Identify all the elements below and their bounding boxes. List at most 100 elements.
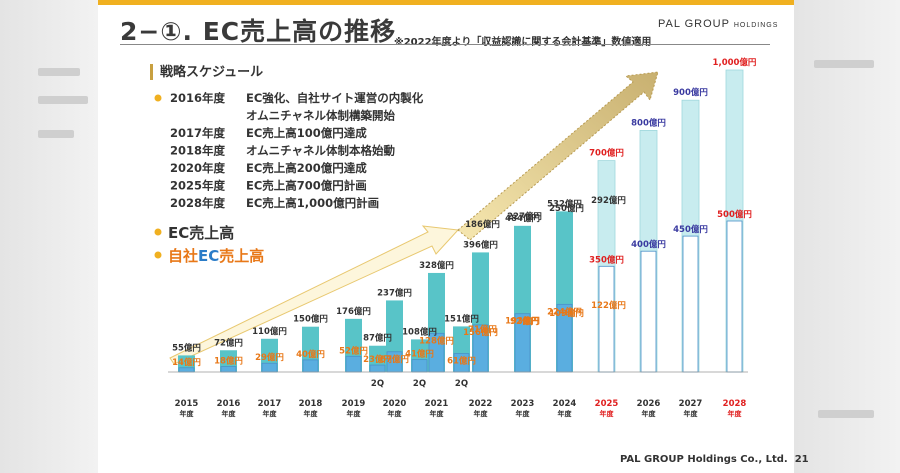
footer-text: PAL GROUP Holdings Co., Ltd.: [620, 454, 788, 465]
x-tick-year: 2027: [679, 399, 703, 409]
ec-sales-value-label: 72億円: [214, 337, 243, 348]
own-ec-value-label: 350億円: [589, 254, 624, 265]
ec-sales-value-label: 700億円: [589, 148, 624, 159]
own-ec-sales-bar: [640, 250, 657, 373]
growth-arrow-short: [169, 225, 460, 365]
secondary-value-label: 186億円: [465, 219, 500, 230]
x-tick-2q: 2Q: [371, 379, 384, 389]
blurred-mark: [38, 68, 80, 76]
legend-ec-total: EC売上高: [168, 224, 234, 242]
schedule-year: 2025年度: [170, 179, 226, 193]
presentation-slide: 2−①. EC売上高の推移 ※2022年度より「収益認識に関する会計基準」数値適…: [98, 0, 809, 473]
own-ec-sales-bar: [726, 220, 743, 373]
x-tick-year: 2018: [299, 399, 323, 409]
ec-sales-value-label: 328億円: [419, 260, 454, 271]
x-tick-year: 2023: [511, 399, 535, 409]
x-tick-sub: 年度: [516, 409, 531, 418]
ec-sales-value-label: 110億円: [252, 326, 287, 337]
secondary-value-label: 92億円: [510, 316, 539, 327]
bullet-icon: [154, 94, 162, 102]
company-logo: PAL GROUP HOLDINGS: [658, 18, 778, 30]
ec-sales-value-label: 900億円: [673, 87, 708, 98]
x-tick-year: 2020: [383, 399, 407, 409]
own-ec-sales-bar: [220, 366, 237, 373]
ec-sales-chart: 55億円 72億円 110億円 150億円 176億円 87億円 237億円 108億円 328…: [150, 57, 756, 418]
own-ec-value-label: 224億円: [547, 306, 582, 317]
schedule-text: EC売上高200億円達成: [246, 161, 367, 175]
own-ec-value-label: 40億円: [296, 349, 325, 360]
ec-sales-value-label: 532億円: [547, 198, 582, 209]
ec-sales-value-label: 800億円: [631, 117, 666, 128]
schedule-year: 2017年度: [170, 126, 226, 140]
x-tick-year: 2028: [723, 399, 747, 409]
strategy-heading: 戦略スケジュール: [160, 64, 263, 80]
own-ec-sales-bar: [411, 359, 428, 373]
logo-sub: HOLDINGS: [733, 22, 779, 29]
own-ec-value-label: 400億円: [631, 239, 666, 250]
schedule-year: 2016年度: [170, 91, 226, 105]
own-ec-value-label: 450億円: [673, 224, 708, 235]
ec-sales-value-label: 1,000億円: [713, 57, 757, 68]
ec-sales-value-label: 237億円: [377, 287, 412, 298]
own-ec-value-label: 29億円: [255, 352, 284, 363]
blurred-mark: [814, 60, 874, 68]
growth-arrow-dotted: [457, 71, 659, 241]
x-tick-sub: 年度: [263, 409, 278, 418]
secondary-value-label: 292億円: [591, 195, 626, 206]
own-ec-value-label: 193億円: [505, 316, 540, 327]
legend-own-prefix: 自社: [168, 247, 198, 265]
own-ec-value-label: 52億円: [339, 345, 368, 356]
blurred-mark: [38, 130, 74, 138]
own-ec-value-label: 156億円: [463, 327, 498, 338]
value-labels-layer: 55億円 72億円 110億円 150億円 176億円 87億円 237億円 108億円 328…: [172, 57, 756, 368]
own-ec-value-label: 23億円: [363, 354, 392, 365]
x-tick-year: 2016: [217, 399, 241, 409]
slide-title: 2−①. EC売上高の推移: [120, 17, 397, 46]
legend-own-suffix: 売上高: [219, 247, 264, 265]
ec-sales-value-label: 176億円: [336, 306, 371, 317]
page-number: 21: [794, 454, 809, 465]
strategy-schedule: 戦略スケジュール 2016年度 EC強化、自社サイト運営の内製化オムニチャネル体制構…: [150, 64, 424, 265]
schedule-year: 2028年度: [170, 196, 226, 210]
accounting-note: ※2022年度より「収益認識に関する会計基準」数値適用: [394, 37, 652, 48]
schedule-text: EC売上高100億円達成: [246, 126, 367, 140]
x-tick-year: 2021: [425, 399, 449, 409]
x-tick-sub: 年度: [180, 409, 195, 418]
own-ec-value-label: 67億円: [380, 354, 409, 365]
own-ec-value-label: 18億円: [214, 356, 243, 367]
schedule-text: EC売上高1,000億円計画: [246, 196, 379, 210]
ec-sales-value-label: 55億円: [172, 342, 201, 353]
legend-own-ec-word: EC: [198, 247, 219, 265]
secondary-value-label: 109億円: [549, 308, 584, 319]
x-tick-year: 2017: [258, 399, 282, 409]
x-tick-sub: 年度: [430, 409, 445, 418]
secondary-value-label: 250億円: [549, 203, 584, 214]
x-tick-sub: 年度: [558, 409, 573, 418]
heading-marker: [150, 64, 153, 80]
own-ec-sales-bar: [302, 359, 319, 373]
own-ec-sales-bar: [261, 362, 278, 373]
secondary-value-label: 227億円: [507, 211, 542, 222]
own-ec-sales-bar: [598, 265, 615, 373]
x-tick-sub: 年度: [304, 409, 319, 418]
ec-sales-value-label: 150億円: [293, 314, 328, 325]
blurred-mark: [38, 96, 88, 104]
schedule-year: 2020年度: [170, 161, 226, 175]
legend-own-ec: 自社EC売上高: [168, 247, 264, 265]
schedule-year: 2018年度: [170, 144, 226, 158]
own-ec-sales-bar: [369, 364, 386, 373]
blurred-right-background: [794, 0, 900, 473]
ec-sales-value-label: 108億円: [402, 326, 437, 337]
blurred-mark: [818, 410, 874, 418]
footer-company: PAL GROUP Holdings Co., Ltd. 21: [620, 454, 809, 465]
x-tick-sub: 年度: [600, 409, 615, 418]
own-ec-sales-bar: [682, 235, 699, 373]
schedule-text: EC売上高700億円計画: [246, 179, 367, 193]
x-tick-sub: 年度: [474, 409, 489, 418]
own-ec-value-label: 14億円: [172, 357, 201, 368]
x-tick-sub: 年度: [222, 409, 237, 418]
x-tick-year: 2024: [553, 399, 577, 409]
ec-sales-value-label: 484億円: [505, 213, 540, 224]
x-axis: 2015年度2016年度2017年度2018年度2019年度2Q2020年度2Q…: [168, 371, 748, 418]
